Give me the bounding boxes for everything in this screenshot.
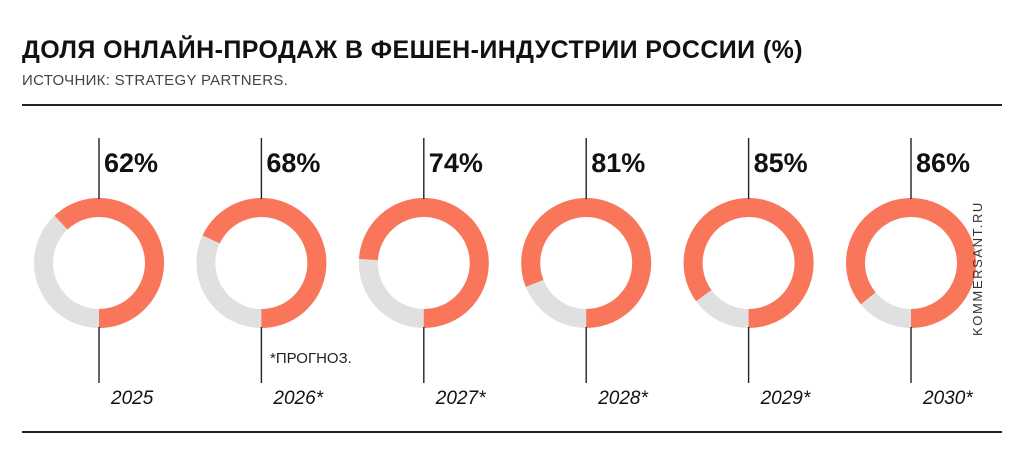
donut-share-arc [54, 197, 164, 328]
value-label: 68% [266, 148, 320, 178]
donut-2: 74% 2027* [358, 138, 489, 409]
donut-1: 68% 2026* [196, 138, 327, 409]
value-label: 81% [591, 148, 645, 178]
value-label: 74% [429, 148, 483, 178]
year-label: 2028* [597, 388, 648, 409]
chart-source: ИСТОЧНИК: STRATEGY PARTNERS. [22, 72, 289, 89]
forecast-note: *ПРОГНОЗ. [270, 350, 352, 367]
value-label: 62% [104, 148, 158, 178]
donut-4: 85% 2029* [683, 138, 814, 409]
watermark: KOMMERSANT.RU [970, 201, 985, 336]
top-rule [22, 104, 1002, 106]
bottom-rule [22, 431, 1002, 433]
year-label: 2027* [435, 388, 486, 409]
chart-title: ДОЛЯ ОНЛАЙН-ПРОДАЖ В ФЕШЕН-ИНДУСТРИИ РОС… [22, 36, 803, 64]
donut-share-arc [202, 198, 327, 328]
year-label: 2025 [110, 388, 154, 409]
donut-5: 86% 2030* [845, 138, 976, 409]
year-label: 2026* [272, 388, 323, 409]
value-label: 86% [916, 148, 970, 178]
donut-0: 62% 2025 [34, 138, 164, 409]
year-label: 2030* [922, 388, 973, 409]
value-label: 85% [754, 148, 808, 178]
year-label: 2029* [760, 388, 811, 409]
donut-3: 81% 2028* [521, 138, 652, 409]
